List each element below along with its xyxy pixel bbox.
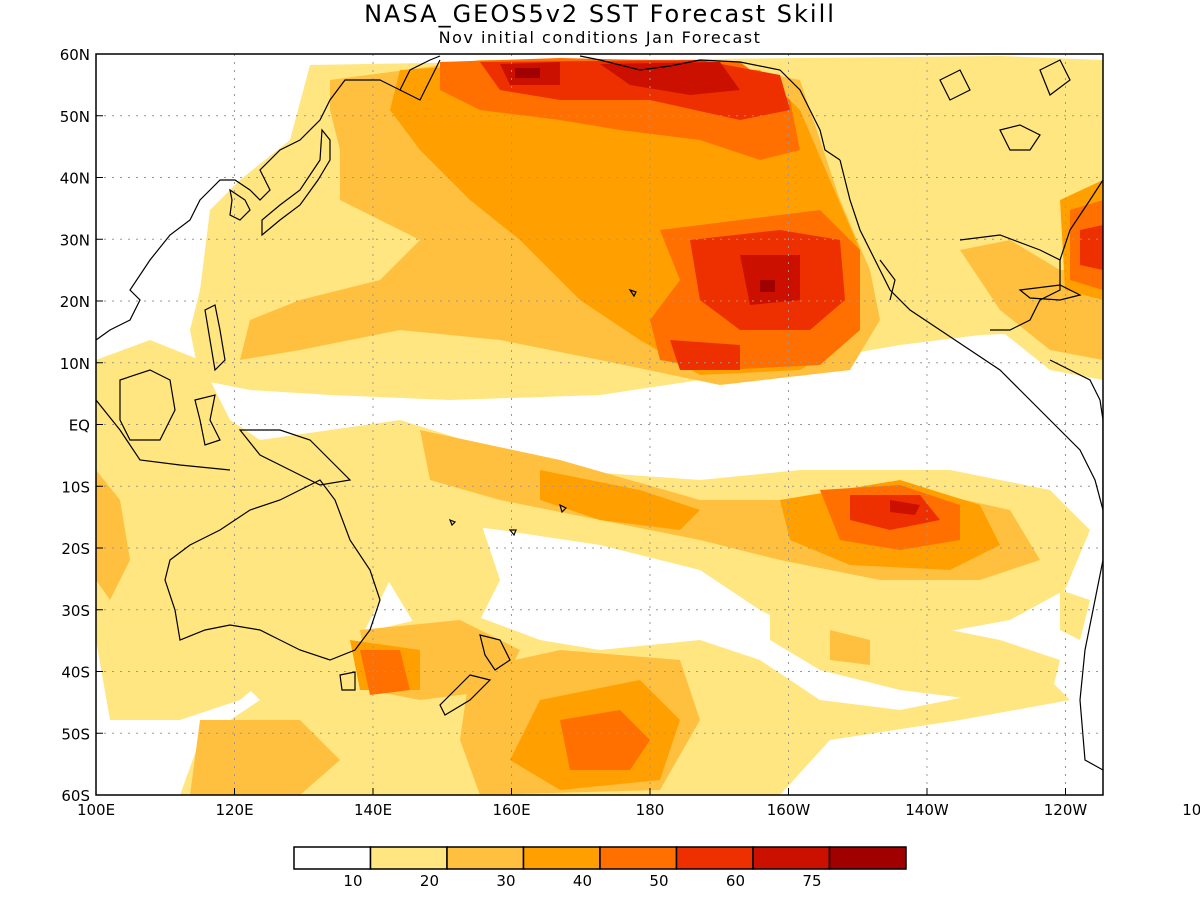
lat-tick-label: 10N <box>60 355 90 373</box>
lat-tick-label: 40S <box>61 664 90 682</box>
lat-tick-label: 50N <box>60 108 90 126</box>
colorbar-legend: 10 20 30 40 50 60 75 <box>293 846 907 890</box>
lon-tick-label: 180 <box>636 801 665 819</box>
colorbar-swatch <box>369 846 448 870</box>
longitude-axis: 100E120E140E160E180160W140W120W100W80W <box>77 788 1200 819</box>
skill-contour-75-plus <box>515 68 775 292</box>
lat-tick-label: 30N <box>60 231 90 249</box>
skill-field <box>96 56 1103 795</box>
lon-tick-label: 100W <box>1182 801 1200 819</box>
colorbar-swatch <box>293 846 372 870</box>
colorbar-swatch <box>675 846 754 870</box>
map-title: NASA_GEOS5v2 SST Forecast Skill <box>364 0 836 28</box>
lat-tick-label: 30S <box>61 602 90 620</box>
lat-tick-label: EQ <box>69 417 90 435</box>
colorbar-swatch <box>828 846 907 870</box>
lat-tick-label: 10S <box>61 478 90 496</box>
colorbar-swatch <box>599 846 678 870</box>
lat-tick-label: 20S <box>61 540 90 558</box>
colorbar-label: 40 <box>573 872 592 890</box>
colorbar-swatch <box>446 846 525 870</box>
lon-tick-label: 140W <box>905 801 949 819</box>
latitude-axis: 60N 50N 40N 30N 20N 10N EQ 10S 20S 30S 40S 50S 60S <box>60 46 103 805</box>
colorbar-swatch <box>752 846 831 870</box>
lon-tick-label: 120E <box>215 801 253 819</box>
colorbar-label: 10 <box>343 872 362 890</box>
lon-tick-label: 160E <box>492 801 530 819</box>
lat-tick-label: 50S <box>61 725 90 743</box>
colorbar-swatch <box>522 846 601 870</box>
colorbar-label: 60 <box>726 872 745 890</box>
lon-tick-label: 120W <box>1044 801 1088 819</box>
colorbar-label: 50 <box>649 872 668 890</box>
colorbar-label: 30 <box>496 872 515 890</box>
colorbar-label: 20 <box>420 872 439 890</box>
lat-tick-label: 20N <box>60 293 90 311</box>
coastlines <box>96 55 1103 771</box>
lat-tick-label: 60N <box>60 46 90 64</box>
lon-tick-label: 140E <box>354 801 392 819</box>
map-gridlines <box>96 54 1103 795</box>
map-subtitle: Nov initial conditions Jan Forecast <box>438 28 762 47</box>
lat-tick-label: 60S <box>61 787 90 805</box>
lon-tick-label: 100E <box>77 801 115 819</box>
lon-tick-label: 160W <box>767 801 811 819</box>
colorbar-label: 75 <box>802 872 821 890</box>
lat-tick-label: 40N <box>60 170 90 188</box>
